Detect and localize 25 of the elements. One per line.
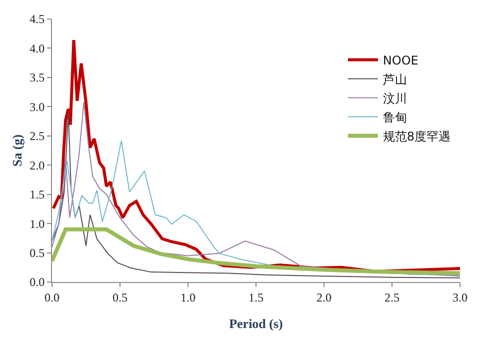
y-tick-label: 2.5 <box>30 129 45 144</box>
x-tick-label: 1.0 <box>180 290 196 304</box>
x-tick-label: 3.0 <box>452 290 468 304</box>
y-tick-label: 3.0 <box>30 100 45 114</box>
x-tick-label: 2.5 <box>384 290 400 304</box>
legend-label: 鲁甸 <box>382 110 407 124</box>
y-tick-label: 0.0 <box>30 275 45 290</box>
x-tick-label: 0.0 <box>44 290 60 304</box>
legend-label: 芦山 <box>382 72 407 86</box>
y-tick-label: 3.5 <box>30 70 45 85</box>
x-tick-label: 0.5 <box>112 290 128 304</box>
y-tick-label: 1.5 <box>30 188 45 202</box>
legend-label: NOOE <box>382 53 418 68</box>
line-series <box>52 227 460 276</box>
y-tick-label: 1.0 <box>30 216 45 231</box>
y-tick-label: 2.0 <box>30 158 45 172</box>
x-tick-label: 2.0 <box>316 290 332 304</box>
x-tick-label: 1.5 <box>248 290 264 304</box>
y-tick-label: 4.5 <box>30 12 45 26</box>
y-tick-label: 0.5 <box>30 246 45 260</box>
y-tick-label: 4.0 <box>30 41 45 56</box>
x-axis-title: Period (s) <box>229 316 283 331</box>
legend-label: 汶川 <box>382 91 407 106</box>
legend-label: 规范8度罕遇 <box>382 129 451 144</box>
y-axis-title: Sa (g) <box>10 134 25 167</box>
